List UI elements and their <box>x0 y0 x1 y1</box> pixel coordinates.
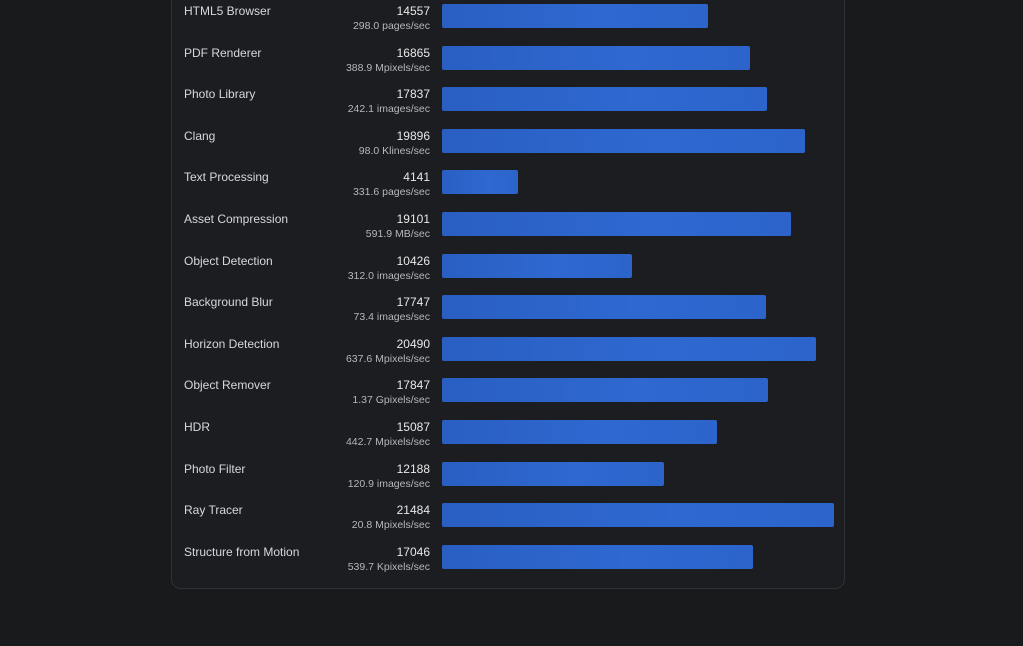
benchmark-rate: 442.7 Mpixels/sec <box>345 436 430 448</box>
benchmark-row: Background Blur 17747 73.4 images/sec <box>172 292 844 334</box>
benchmark-row: Horizon Detection 20490 637.6 Mpixels/sec <box>172 334 844 376</box>
benchmark-score: 16865 <box>396 45 430 60</box>
benchmark-name: Background Blur <box>184 295 273 310</box>
benchmark-row: Asset Compression 19101 591.9 MB/sec <box>172 209 844 251</box>
benchmark-rate: 120.9 images/sec <box>347 477 430 490</box>
benchmark-bar <box>442 253 633 278</box>
benchmark-score: 12188 <box>396 461 430 476</box>
benchmark-name: Object Detection <box>184 253 273 268</box>
benchmark-score: 17046 <box>396 544 430 559</box>
benchmark-score: 21484 <box>396 503 430 518</box>
benchmark-name: PDF Renderer <box>184 45 262 60</box>
benchmark-name: Horizon Detection <box>184 336 280 351</box>
benchmark-name: Ray Tracer <box>184 503 243 518</box>
benchmark-row: PDF Renderer 16865 388.9 Mpixels/sec <box>172 43 844 85</box>
benchmark-name: Asset Compression <box>184 212 289 226</box>
benchmark-bar <box>442 336 816 361</box>
benchmark-score: 4141 <box>403 170 430 185</box>
benchmark-name: HTML5 Browser <box>184 4 271 18</box>
benchmark-rate: 591.9 MB/sec <box>365 228 430 240</box>
benchmark-rate: 539.7 Kpixels/sec <box>347 560 430 573</box>
benchmark-bar <box>442 378 768 403</box>
benchmark-row: Photo Library 17837 242.1 images/sec <box>172 84 844 126</box>
benchmark-rate: 1.37 Gpixels/sec <box>352 394 430 407</box>
benchmark-rate: 388.9 Mpixels/sec <box>345 61 430 74</box>
benchmark-row: Structure from Motion 17046 539.7 Kpixels/… <box>172 542 844 584</box>
benchmark-row: HDR 15087 442.7 Mpixels/sec <box>172 417 844 459</box>
benchmark-bar <box>442 45 750 70</box>
benchmark-name: Photo Library <box>184 87 256 102</box>
benchmark-bar <box>442 503 834 528</box>
benchmark-bar <box>442 87 768 112</box>
benchmark-score: 15087 <box>396 420 430 434</box>
benchmark-row: Object Remover 17847 1.37 Gpixels/sec <box>172 375 844 417</box>
benchmark-rate: 312.0 images/sec <box>347 269 430 282</box>
benchmark-score: 17847 <box>396 378 430 393</box>
benchmark-rate: 298.0 pages/sec <box>352 20 430 32</box>
benchmark-score: 20490 <box>396 336 430 351</box>
benchmark-score: 19896 <box>396 128 430 143</box>
benchmark-bar <box>442 128 806 153</box>
benchmark-score: 17837 <box>396 87 430 102</box>
benchmark-bar <box>442 170 518 195</box>
benchmark-rate: 73.4 images/sec <box>353 311 430 324</box>
benchmark-bar <box>442 461 665 486</box>
benchmark-row: Ray Tracer 21484 20.8 Mpixels/sec <box>172 500 844 542</box>
benchmark-score: 19101 <box>396 212 430 226</box>
benchmark-rate: 331.6 pages/sec <box>352 186 430 199</box>
benchmark-score: 14557 <box>396 4 430 18</box>
benchmark-rate: 637.6 Mpixels/sec <box>345 352 430 365</box>
benchmark-score: 10426 <box>396 253 430 268</box>
benchmark-bar <box>442 420 718 444</box>
benchmark-rate: 20.8 Mpixels/sec <box>351 519 430 532</box>
benchmark-name: Structure from Motion <box>184 544 300 559</box>
benchmark-bar <box>442 544 754 569</box>
benchmark-row: Object Detection 10426 312.0 images/sec <box>172 251 844 293</box>
benchmark-rate: 98.0 Klines/sec <box>358 144 430 157</box>
benchmark-card: HTML5 Browser 14557 298.0 pages/sec PDF Ren… <box>171 0 845 589</box>
benchmark-row: Photo Filter 12188 120.9 images/sec <box>172 459 844 501</box>
benchmark-bar <box>442 4 708 28</box>
benchmark-row: Clang 19896 98.0 Klines/sec <box>172 126 844 168</box>
benchmark-score: 17747 <box>396 295 430 310</box>
benchmark-name: Photo Filter <box>184 461 246 476</box>
benchmark-row: Text Processing 4141 331.6 pages/sec <box>172 167 844 209</box>
benchmark-name: Text Processing <box>184 170 269 185</box>
benchmark-rate: 242.1 images/sec <box>347 103 430 116</box>
benchmark-bar <box>442 295 766 320</box>
benchmark-row: HTML5 Browser 14557 298.0 pages/sec <box>172 1 844 43</box>
benchmark-name: Object Remover <box>184 378 271 393</box>
benchmark-name: HDR <box>184 420 210 434</box>
benchmark-name: Clang <box>184 128 216 143</box>
benchmark-bar <box>442 212 791 236</box>
